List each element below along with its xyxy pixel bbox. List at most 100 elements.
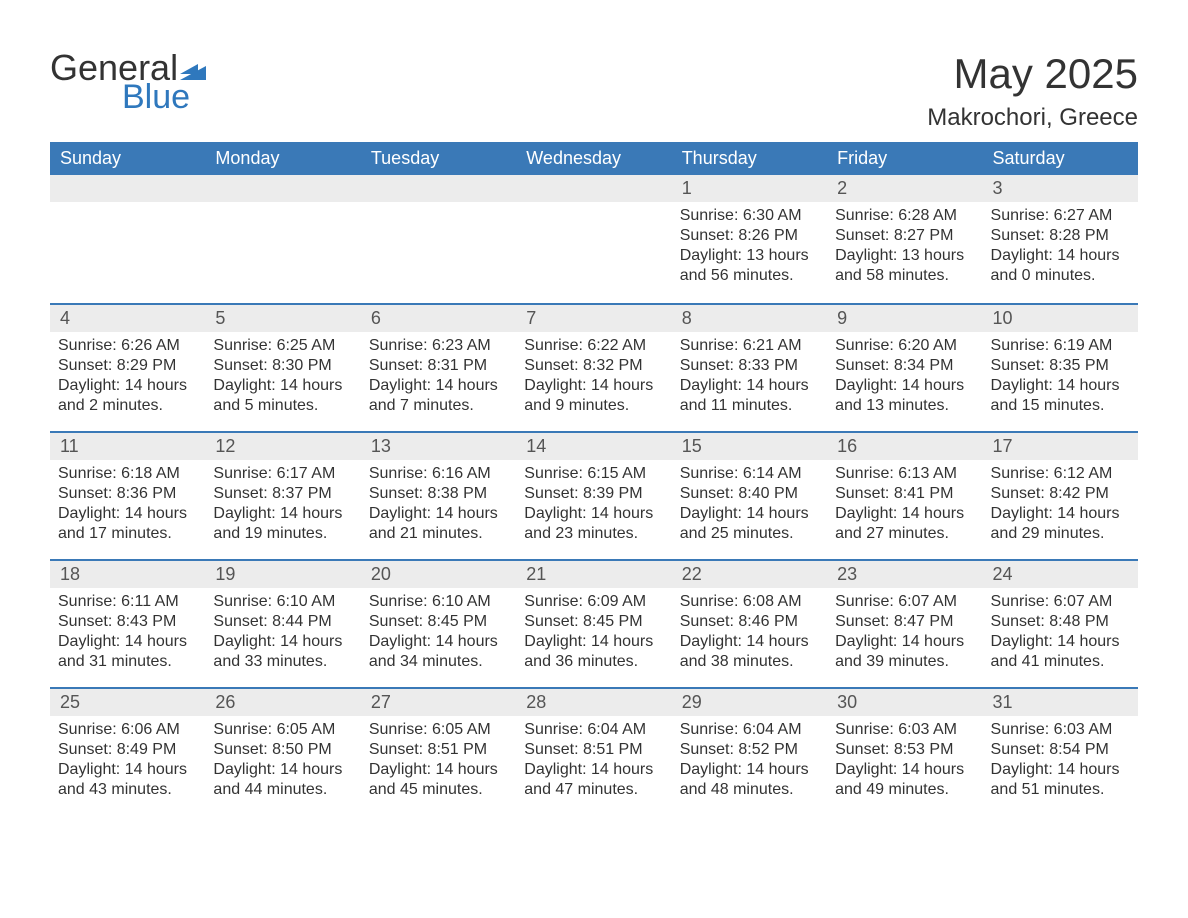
sunset-text: Sunset: 8:42 PM bbox=[991, 484, 1130, 504]
calendar-cell: 18Sunrise: 6:11 AMSunset: 8:43 PMDayligh… bbox=[50, 561, 205, 687]
sunset-text: Sunset: 8:54 PM bbox=[991, 740, 1130, 760]
dl2-text: and 38 minutes. bbox=[680, 652, 819, 672]
sunset-text: Sunset: 8:45 PM bbox=[369, 612, 508, 632]
calendar-cell: 6Sunrise: 6:23 AMSunset: 8:31 PMDaylight… bbox=[361, 305, 516, 431]
dl1-text: Daylight: 14 hours bbox=[835, 376, 974, 396]
dl2-text: and 36 minutes. bbox=[524, 652, 663, 672]
week-row: 18Sunrise: 6:11 AMSunset: 8:43 PMDayligh… bbox=[50, 559, 1138, 687]
calendar-cell: 13 Sunrise: 6:16 AMSunset: 8:38 PMDayligh… bbox=[361, 433, 516, 559]
dl1-text: Daylight: 14 hours bbox=[524, 504, 663, 524]
sunrise-text: Sunrise: 6:18 AM bbox=[58, 464, 197, 484]
dl1-text: Daylight: 14 hours bbox=[835, 504, 974, 524]
calendar-cell: 25Sunrise: 6:06 AMSunset: 8:49 PMDayligh… bbox=[50, 689, 205, 815]
sunrise-text: Sunrise: 6:04 AM bbox=[524, 720, 663, 740]
dl1-text: Daylight: 14 hours bbox=[680, 760, 819, 780]
dl2-text: and 13 minutes. bbox=[835, 396, 974, 416]
calendar-cell: 28Sunrise: 6:04 AMSunset: 8:51 PMDayligh… bbox=[516, 689, 671, 815]
calendar-cell: 1Sunrise: 6:30 AMSunset: 8:26 PMDaylight… bbox=[672, 175, 827, 303]
dl1-text: Daylight: 14 hours bbox=[991, 246, 1130, 266]
dl2-text: and 15 minutes. bbox=[991, 396, 1130, 416]
dl1-text: Daylight: 14 hours bbox=[991, 760, 1130, 780]
week-row: 4Sunrise: 6:26 AMSunset: 8:29 PMDaylight… bbox=[50, 303, 1138, 431]
day-number: 5 bbox=[205, 305, 360, 332]
day-number bbox=[361, 175, 516, 202]
dl2-text: and 17 minutes. bbox=[58, 524, 197, 544]
dl2-text: and 7 minutes. bbox=[369, 396, 508, 416]
calendar-cell: 19Sunrise: 6:10 AMSunset: 8:44 PMDayligh… bbox=[205, 561, 360, 687]
calendar-cell: 8Sunrise: 6:21 AMSunset: 8:33 PMDaylight… bbox=[672, 305, 827, 431]
sunset-text: Sunset: 8:48 PM bbox=[991, 612, 1130, 632]
calendar-cell: 30Sunrise: 6:03 AMSunset: 8:53 PMDayligh… bbox=[827, 689, 982, 815]
day-number: 13 bbox=[361, 433, 516, 460]
dl1-text: Daylight: 14 hours bbox=[369, 632, 508, 652]
dl1-text: Daylight: 14 hours bbox=[835, 632, 974, 652]
dl2-text: and 27 minutes. bbox=[835, 524, 974, 544]
day-number bbox=[205, 175, 360, 202]
calendar-cell: 22Sunrise: 6:08 AMSunset: 8:46 PMDayligh… bbox=[672, 561, 827, 687]
dl2-text: and 33 minutes. bbox=[213, 652, 352, 672]
dl2-text: and 31 minutes. bbox=[58, 652, 197, 672]
dl2-text: and 44 minutes. bbox=[213, 780, 352, 800]
dl2-text: and 0 minutes. bbox=[991, 266, 1130, 286]
day-number: 22 bbox=[672, 561, 827, 588]
day-number: 16 bbox=[827, 433, 982, 460]
sunrise-text: Sunrise: 6:26 AM bbox=[58, 336, 197, 356]
dl1-text: Daylight: 14 hours bbox=[991, 376, 1130, 396]
sunrise-text: Sunrise: 6:20 AM bbox=[835, 336, 974, 356]
sunset-text: Sunset: 8:26 PM bbox=[680, 226, 819, 246]
dl1-text: Daylight: 14 hours bbox=[369, 760, 508, 780]
sunset-text: Sunset: 8:47 PM bbox=[835, 612, 974, 632]
sunrise-text: Sunrise: 6:21 AM bbox=[680, 336, 819, 356]
calendar-cell: 31Sunrise: 6:03 AMSunset: 8:54 PMDayligh… bbox=[983, 689, 1138, 815]
dl2-text: and 21 minutes. bbox=[369, 524, 508, 544]
dl1-text: Daylight: 14 hours bbox=[58, 632, 197, 652]
day-number bbox=[516, 175, 671, 202]
day-number: 17 bbox=[983, 433, 1138, 460]
logo-word2: Blue bbox=[122, 80, 206, 114]
day-number: 8 bbox=[672, 305, 827, 332]
sunset-text: Sunset: 8:53 PM bbox=[835, 740, 974, 760]
dl1-text: Daylight: 14 hours bbox=[524, 632, 663, 652]
week-row: 1Sunrise: 6:30 AMSunset: 8:26 PMDaylight… bbox=[50, 175, 1138, 303]
sunrise-text: Sunrise: 6:16 AM bbox=[369, 464, 508, 484]
sunrise-text: Sunrise: 6:27 AM bbox=[991, 206, 1130, 226]
sunrise-text: Sunrise: 6:10 AM bbox=[213, 592, 352, 612]
day-number: 14 bbox=[516, 433, 671, 460]
calendar-cell: 5Sunrise: 6:25 AMSunset: 8:30 PMDaylight… bbox=[205, 305, 360, 431]
day-header: Thursday bbox=[672, 142, 827, 175]
day-number: 12 bbox=[205, 433, 360, 460]
dl1-text: Daylight: 14 hours bbox=[213, 504, 352, 524]
sunrise-text: Sunrise: 6:28 AM bbox=[835, 206, 974, 226]
dl2-text: and 41 minutes. bbox=[991, 652, 1130, 672]
sunrise-text: Sunrise: 6:25 AM bbox=[213, 336, 352, 356]
sunset-text: Sunset: 8:40 PM bbox=[680, 484, 819, 504]
dl2-text: and 5 minutes. bbox=[213, 396, 352, 416]
sunrise-text: Sunrise: 6:19 AM bbox=[991, 336, 1130, 356]
day-number: 26 bbox=[205, 689, 360, 716]
day-number: 9 bbox=[827, 305, 982, 332]
dl1-text: Daylight: 14 hours bbox=[369, 504, 508, 524]
day-number: 7 bbox=[516, 305, 671, 332]
day-number: 21 bbox=[516, 561, 671, 588]
dl2-text: and 51 minutes. bbox=[991, 780, 1130, 800]
dl2-text: and 9 minutes. bbox=[524, 396, 663, 416]
day-header: Saturday bbox=[983, 142, 1138, 175]
dl1-text: Daylight: 14 hours bbox=[680, 632, 819, 652]
sunrise-text: Sunrise: 6:10 AM bbox=[369, 592, 508, 612]
sunset-text: Sunset: 8:51 PM bbox=[369, 740, 508, 760]
sunset-text: Sunset: 8:27 PM bbox=[835, 226, 974, 246]
sunrise-text: Sunrise: 6:14 AM bbox=[680, 464, 819, 484]
calendar-cell bbox=[205, 175, 360, 303]
calendar-cell: 26Sunrise: 6:05 AMSunset: 8:50 PMDayligh… bbox=[205, 689, 360, 815]
sunset-text: Sunset: 8:38 PM bbox=[369, 484, 508, 504]
dl2-text: and 11 minutes. bbox=[680, 396, 819, 416]
sunset-text: Sunset: 8:30 PM bbox=[213, 356, 352, 376]
day-number: 23 bbox=[827, 561, 982, 588]
dl1-text: Daylight: 14 hours bbox=[680, 504, 819, 524]
day-number: 28 bbox=[516, 689, 671, 716]
sunset-text: Sunset: 8:45 PM bbox=[524, 612, 663, 632]
dl2-text: and 58 minutes. bbox=[835, 266, 974, 286]
calendar-cell: 23Sunrise: 6:07 AMSunset: 8:47 PMDayligh… bbox=[827, 561, 982, 687]
calendar-cell bbox=[50, 175, 205, 303]
calendar-cell: 9Sunrise: 6:20 AMSunset: 8:34 PMDaylight… bbox=[827, 305, 982, 431]
